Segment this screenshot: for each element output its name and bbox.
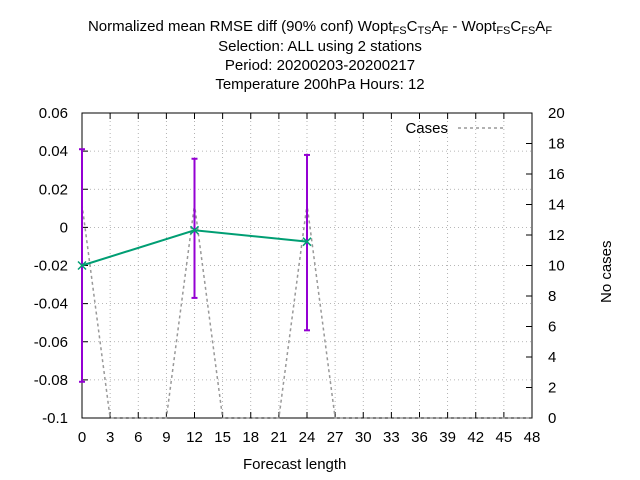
title-prefix: Normalized mean RMSE diff (90% conf) Wop… xyxy=(87,18,393,35)
title-part-b-2: FS xyxy=(521,25,536,37)
x-tick-label: 12 xyxy=(186,429,203,446)
y-tick-label: 0.02 xyxy=(39,181,68,198)
title-part-a-4: F xyxy=(441,25,449,37)
title-part-b-0: FS xyxy=(496,25,511,37)
y-tick-label: 0.04 xyxy=(39,143,68,160)
x-tick-label: 3 xyxy=(106,429,114,446)
x-tick-label: 27 xyxy=(327,429,344,446)
chart-title-line-4: Temperature 200hPa Hours: 12 xyxy=(215,76,425,93)
y2-tick-label: 4 xyxy=(548,349,556,366)
y2-tick-label: 20 xyxy=(548,105,565,122)
x-tick-label: 36 xyxy=(411,429,428,446)
y2-tick-label: 8 xyxy=(548,288,556,305)
x-tick-label: 42 xyxy=(467,429,484,446)
x-tick-label: 6 xyxy=(134,429,142,446)
title-part-b-1: C xyxy=(510,18,522,35)
x-tick-label: 9 xyxy=(162,429,170,446)
y2-tick-label: 10 xyxy=(548,258,565,275)
title-separator: - Wopt xyxy=(448,18,497,35)
y-tick-label: 0 xyxy=(60,219,68,236)
chart-title-line-1: Normalized mean RMSE diff (90% conf) Wop… xyxy=(0,17,640,41)
title-subscript-group-a: FSCTSAF xyxy=(392,18,449,37)
y2-axis-title: No cases xyxy=(598,240,615,303)
title-part-a-2: TS xyxy=(417,25,432,37)
x-tick-label: 33 xyxy=(383,429,400,446)
y-tick-label: -0.06 xyxy=(34,334,68,351)
legend-label-cases: Cases xyxy=(405,120,448,137)
y2-tick-label: 0 xyxy=(548,410,556,427)
y-tick-label: 0.06 xyxy=(39,105,68,122)
y2-tick-label: 2 xyxy=(548,380,556,397)
title-part-a-0: FS xyxy=(392,25,407,37)
chart-title-line-3: Period: 20200203-20200217 xyxy=(224,57,416,74)
x-tick-label: 15 xyxy=(214,429,231,446)
y-tick-label: -0.02 xyxy=(34,258,68,275)
x-tick-label: 21 xyxy=(271,429,288,446)
x-tick-label: 18 xyxy=(242,429,259,446)
y2-tick-label: 12 xyxy=(548,227,565,244)
y-tick-label: -0.08 xyxy=(34,372,68,389)
x-tick-label: 30 xyxy=(355,429,372,446)
title-part-a-3: A xyxy=(431,18,442,35)
title-part-a-1: C xyxy=(406,18,418,35)
data-point-marker xyxy=(189,225,200,235)
title-part-b-4: F xyxy=(545,25,553,37)
title-part-b-3: A xyxy=(535,18,546,35)
y2-tick-label: 16 xyxy=(548,166,565,183)
y2-tick-label: 18 xyxy=(548,136,565,153)
y-tick-label: -0.04 xyxy=(34,296,68,313)
x-axis-title: Forecast length xyxy=(243,456,347,473)
title-subscript-group-b: FSCFSAF xyxy=(496,18,553,37)
y2-tick-label: 14 xyxy=(548,197,565,214)
x-tick-label: 0 xyxy=(78,429,86,446)
chart-title-line-2: Selection: ALL using 2 stations xyxy=(218,38,422,55)
x-tick-label: 39 xyxy=(439,429,456,446)
y2-tick-label: 6 xyxy=(548,319,556,336)
data-point-marker xyxy=(77,260,87,271)
x-tick-label: 45 xyxy=(496,429,513,446)
x-tick-label: 24 xyxy=(299,429,316,446)
data-point-marker xyxy=(302,237,312,247)
y-tick-label: -0.1 xyxy=(42,410,68,427)
cases-series-line xyxy=(81,204,532,419)
x-tick-label: 48 xyxy=(524,429,541,446)
